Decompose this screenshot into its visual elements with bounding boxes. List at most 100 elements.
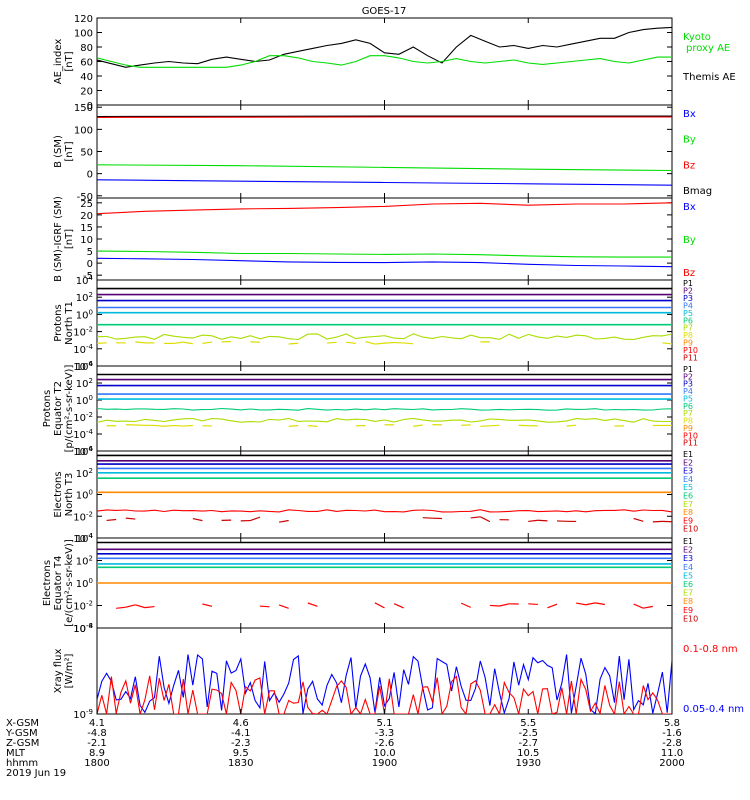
y-axis-label: North T3 — [64, 473, 75, 517]
legend-entry: P9 — [683, 339, 693, 348]
legend-entry: P6 — [683, 316, 693, 325]
x-row-label: MLT — [6, 748, 26, 759]
series-segment-E8 — [278, 604, 289, 609]
series-segment-P8 — [202, 341, 213, 344]
y-tick-label: 100 — [76, 489, 93, 502]
legend-entry: Kyoto — [683, 32, 711, 43]
series-segment-P8 — [461, 424, 471, 426]
y-tick-label: 25 — [80, 199, 93, 210]
series-segment-P8 — [346, 341, 356, 344]
y-tick-label: 10-2 — [73, 326, 93, 339]
series-segment-E8 — [489, 604, 500, 607]
legend-entry: P3 — [683, 294, 693, 303]
legend-entry: P10 — [683, 431, 698, 440]
legend-entry: P3 — [683, 380, 693, 389]
series-line-E8 — [97, 509, 672, 513]
series-segment-P8 — [183, 341, 193, 345]
legend-entry: E2 — [683, 458, 693, 467]
series-segment-E8 — [259, 605, 270, 608]
y-tick-label: 10-2 — [73, 411, 93, 424]
series-segment-E9 — [480, 516, 491, 523]
x-row-value: 10.5 — [517, 748, 539, 759]
series-group — [97, 26, 672, 68]
x-row-value: 5.8 — [664, 718, 680, 729]
series-segment-E9 — [192, 517, 203, 522]
y-axis-label: [W/m²] — [64, 653, 75, 688]
series-segment-E8 — [116, 606, 126, 609]
x-row-label: X-GSM — [6, 718, 39, 729]
series-segment-E9 — [106, 518, 117, 522]
legend-entry: P11 — [683, 439, 698, 448]
y-axis-label: Equator T2 — [53, 381, 64, 436]
y-tick-label: 15 — [80, 223, 93, 234]
series-line-Bz — [97, 202, 672, 215]
y-axis-label: Protons — [42, 390, 53, 427]
y-tick-label: 100 — [74, 125, 93, 136]
series-segment-P8 — [173, 424, 184, 427]
series-line-P6 — [97, 407, 672, 411]
y-axis-label: [nT] — [64, 229, 75, 249]
legend-entry: P2 — [683, 372, 693, 381]
y-tick-label: 100 — [74, 29, 93, 40]
series-group — [97, 653, 672, 714]
series-group — [97, 115, 672, 186]
legend-entry: E6 — [683, 492, 693, 501]
series-line-By — [97, 250, 672, 258]
y-tick-label: 100 — [76, 577, 93, 590]
legend-entry: P2 — [683, 286, 693, 295]
x-row-value: -2.1 — [87, 738, 107, 749]
panel-e_equator: 10-4 10-2 100 102 104 Electrons Equator T4 [e/(… — [42, 532, 698, 635]
legend-entry: P4 — [683, 301, 693, 310]
legend-entry: E1 — [683, 450, 693, 459]
legend-entry: P4 — [683, 387, 693, 396]
y-axis-label: Protons — [53, 304, 64, 341]
y-axis-label: AE_index — [53, 39, 64, 85]
x-row-value: 5.5 — [520, 718, 536, 729]
legend-entry: P6 — [683, 402, 693, 411]
y-tick-label: 0 — [87, 170, 93, 181]
legend-entry: P7 — [683, 324, 693, 333]
series-line-0.05-0.4-nm — [97, 653, 672, 714]
legend-entry: E4 — [683, 563, 693, 572]
y-tick-label: 100 — [76, 308, 93, 321]
series-segment-E8 — [125, 604, 136, 608]
series-group — [97, 454, 672, 523]
series-segment-E9 — [278, 519, 289, 523]
y-tick-label: 10-4 — [73, 532, 93, 545]
legend-entry: P8 — [683, 331, 693, 340]
series-segment-P8 — [154, 424, 165, 427]
y-tick-label: 10-6 — [73, 360, 93, 373]
y-tick-label: 10-2 — [73, 600, 93, 613]
y-axis-label: B (SM)-IGRF (SM) — [53, 196, 64, 282]
x-row-value: 5.1 — [377, 718, 393, 729]
x-axis-table: X-GSM 4.1 4.6 5.1 5.5 5.8Y-GSM -4.8 -4.1 -3.3 -2.… — [5, 718, 685, 769]
legend-entry: E3 — [683, 467, 693, 476]
series-group — [97, 202, 672, 268]
series-segment-P8 — [326, 341, 337, 344]
series-line-0.1-0.8-nm — [97, 675, 672, 714]
y-tick-label: 10-8 — [73, 622, 93, 635]
y-tick-label: 10-6 — [73, 445, 93, 458]
legend-entry: 0.05-0.4 nm — [683, 704, 744, 715]
x-row-value: 4.1 — [89, 718, 105, 729]
series-segment-E8 — [135, 604, 146, 609]
x-row-value: 1800 — [84, 758, 109, 769]
x-row-value: -4.8 — [87, 728, 107, 739]
y-tick-label: -50 — [77, 192, 93, 203]
y-axis-label: Electrons — [42, 560, 53, 606]
y-axis-label: Electrons — [53, 471, 64, 517]
x-row-label: Y-GSM — [5, 728, 38, 739]
series-segment-P8 — [307, 424, 318, 427]
legend-entry: Bz — [683, 268, 695, 279]
x-row-value: 11.0 — [661, 748, 683, 759]
series-group — [97, 287, 672, 345]
series-segment-P8 — [384, 341, 395, 344]
legend-entry: E2 — [683, 546, 693, 555]
y-tick-label: 10-4 — [73, 343, 93, 356]
series-segment-E8 — [576, 602, 586, 606]
y-tick-label: 10-4 — [73, 428, 93, 441]
legend-entry: E7 — [683, 589, 693, 598]
panel-frame — [96, 279, 673, 367]
